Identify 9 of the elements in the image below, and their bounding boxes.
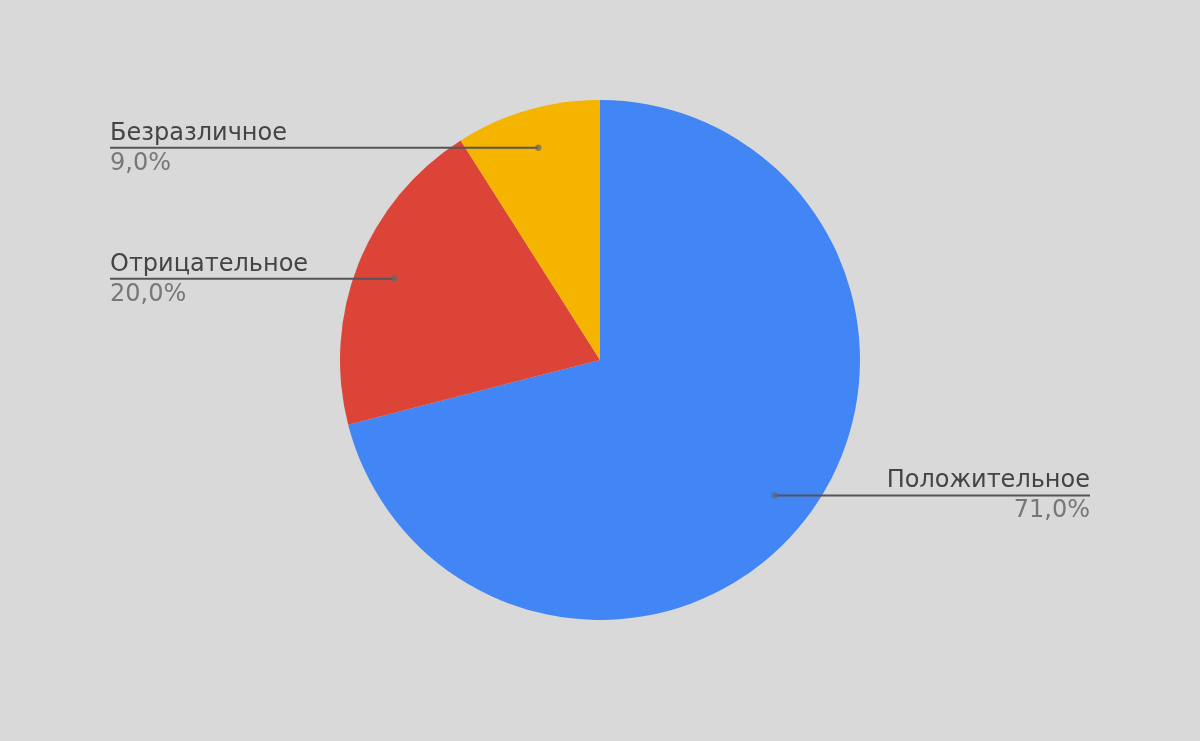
slice-label: Отрицательное bbox=[110, 248, 309, 277]
data-label: 9,0% bbox=[110, 147, 171, 176]
slice-label: Положительное bbox=[886, 465, 1090, 494]
pie-slice bbox=[460, 100, 600, 360]
data-label: 20,0% bbox=[110, 278, 187, 307]
pie-slice bbox=[348, 100, 860, 620]
pie-slice bbox=[340, 140, 600, 425]
data-label: 71,0% bbox=[1013, 495, 1090, 524]
slice-label: Безразличное bbox=[110, 117, 287, 146]
